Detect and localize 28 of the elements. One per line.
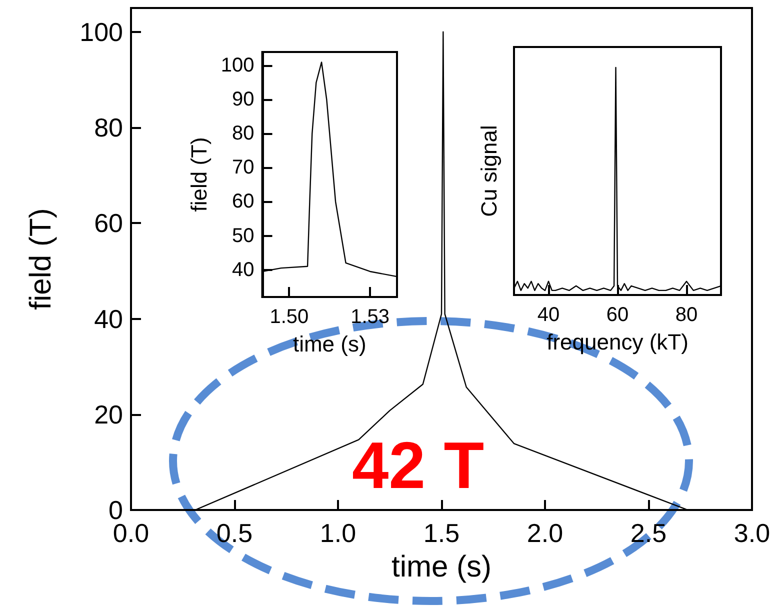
- y-axis-title: field (T): [24, 208, 58, 310]
- y-tick-label: 50: [232, 224, 254, 247]
- x-tick-label: 0.5: [216, 518, 253, 548]
- y-tick-label: 90: [232, 88, 254, 111]
- y-tick-label: 70: [232, 156, 254, 179]
- y-tick-label: 60: [232, 190, 254, 213]
- x-tick-label: 1.0: [320, 518, 356, 548]
- x-tick-label: 2.0: [526, 518, 564, 548]
- y-axis-title: field (T): [186, 137, 212, 212]
- x-tick-label: 1.50: [270, 306, 309, 328]
- y-tick-label: 100: [80, 16, 123, 47]
- y-tick-label: 40: [232, 258, 254, 281]
- x-tick-label: 3.0: [734, 518, 770, 548]
- y-tick-label: 80: [94, 112, 123, 143]
- y-tick-label: 80: [232, 122, 254, 145]
- y-tick-label: 20: [94, 399, 123, 430]
- x-axis-title: time (s): [392, 550, 492, 584]
- annotation: 42 T: [352, 428, 484, 502]
- x-tick-label: 40: [537, 304, 560, 326]
- x-tick-label: 1.5: [423, 518, 460, 548]
- x-axis-title: time (s): [292, 332, 366, 356]
- x-tick-label: 1.53: [350, 306, 390, 328]
- y-tick-label: 100: [220, 54, 254, 77]
- y-tick-label: 60: [94, 208, 123, 238]
- x-tick-label: 80: [675, 304, 698, 326]
- x-tick-label: 60: [606, 304, 629, 326]
- x-tick-label: 2.5: [630, 518, 667, 548]
- y-axis-title: Cu signal: [476, 125, 502, 217]
